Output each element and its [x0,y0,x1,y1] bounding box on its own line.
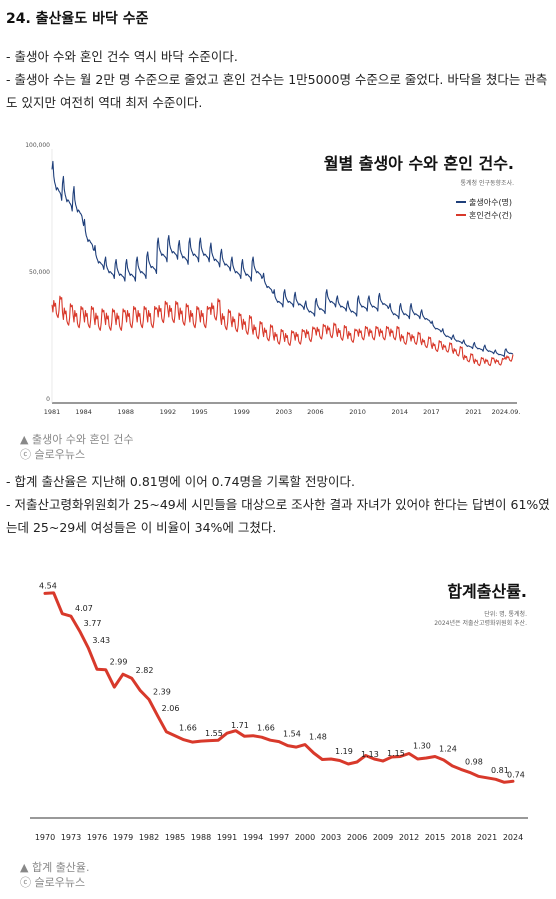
data-label: 0.98 [465,757,483,766]
x-tick-label: 1992 [160,408,177,416]
caption-text: ▲ 합계 출산율. [20,861,90,874]
x-tick-label: 1979 [113,833,133,842]
data-label: 3.43 [92,636,110,645]
x-tick-label: 2003 [276,408,293,416]
chart2-series: 4.54 4.07 3.77 3.43 2.99 2.82 2.39 2.06 1.66 1.55… [39,581,525,784]
x-tick-label: 2017 [423,408,440,416]
data-label: 1.66 [179,724,197,733]
data-label: 1.48 [309,733,327,742]
bullet-list-1: - 출생아 수와 혼인 건수 역시 바닥 수준이다. - 출생아 수는 월 2만… [6,45,550,114]
x-tick-label: 2012 [399,833,419,842]
legend-label-births: 출생아수(명) [469,197,512,207]
x-tick-label: 2006 [347,833,367,842]
data-label: 2.06 [162,704,180,713]
x-tick-label: 1988 [191,833,211,842]
monthly-births-marriages-chart: 100,000 50,000 0 1981 1984 1988 1992 1995 1999 20… [25,142,520,416]
bullet-item: - 저출산고령화위원회가 25~49세 시민들을 대상으로 조사한 결과 자녀가… [6,497,550,535]
bullet-list-2: - 합계 출산율은 지난해 0.81명에 이어 0.74명을 기록할 전망이다.… [6,470,550,539]
x-tick-label: 2021 [477,833,497,842]
caption-1: ▲ 출생아 수와 혼인 건수 ⓒ 슬로우뉴스 [20,432,134,462]
data-label: 3.77 [84,619,102,628]
legend-label-marriages: 혼인건수(건) [469,210,512,220]
caption-text: ▲ 출생아 수와 혼인 건수 [20,433,134,446]
x-tick-label: 2015 [425,833,445,842]
x-tick-label: 2014 [391,408,408,416]
data-label: 1.66 [257,724,275,733]
bullet-item: - 합계 출산율은 지난해 0.81명에 이어 0.74명을 기록할 전망이다. [6,474,355,489]
data-label: 4.07 [75,604,93,613]
data-label: 2.39 [153,687,171,696]
chart2-axes: 1970 1973 1976 1979 1982 1985 1988 1991 1994 1997… [30,817,528,842]
data-label: 0.81 [491,766,509,775]
x-tick-label: 1988 [117,408,134,416]
bullet-item: - 출생아 수와 혼인 건수 역시 바닥 수준이다. [6,49,238,64]
data-label: 1.30 [413,742,431,751]
x-tick-label: 2024 [503,833,523,842]
x-tick-label: 1970 [35,833,55,842]
caption-credit: ⓒ 슬로우뉴스 [20,876,86,889]
x-tick-label: 2000 [295,833,315,842]
x-tick-label: 1984 [75,408,92,416]
x-tick-label: 2018 [451,833,471,842]
data-label: 2.82 [136,666,154,675]
y-tick-label: 50,000 [29,269,50,276]
x-tick-label: 2021 [465,408,482,416]
x-tick-label: 2024.09. [492,408,521,416]
y-tick-label: 0 [46,396,50,403]
chart1-axes: 100,000 50,000 0 1981 1984 1988 1992 1995 1999 20… [25,142,520,416]
chart2-title: 합계출산률. [447,582,527,601]
chart1-legend: 출생아수(명) 혼인건수(건) [456,197,512,220]
data-label: 1.55 [205,729,223,738]
fertility-rate-line [43,591,515,784]
total-fertility-rate-chart: 1970 1973 1976 1979 1982 1985 1988 1991 1994 1997… [30,581,528,842]
x-tick-label: 1985 [165,833,185,842]
data-label: 1.54 [283,730,301,739]
data-label: 2.99 [110,658,128,667]
data-label: 0.74 [507,770,525,779]
x-tick-label: 1982 [139,833,159,842]
data-label: 1.71 [231,721,249,730]
data-label: 1.24 [439,745,457,754]
caption-2: ▲ 합계 출산율. ⓒ 슬로우뉴스 [20,860,90,890]
caption-credit: ⓒ 슬로우뉴스 [20,448,86,461]
x-tick-label: 1991 [217,833,237,842]
marriages-series-line [51,295,514,367]
chart1-series [51,160,514,367]
births-series-line [51,160,514,358]
article-title: 24. 출산율도 바닥 수준 [6,11,149,27]
chart1-subtitle: 통계청 인구동향조사. [461,179,515,187]
x-tick-label: 1995 [191,408,208,416]
x-tick-label: 1976 [87,833,107,842]
x-tick-label: 2010 [349,408,366,416]
bullet-item: - 출생아 수는 월 2만 명 수준으로 줄었고 혼인 건수는 1만5000명 … [6,72,548,110]
x-tick-label: 1997 [269,833,289,842]
x-tick-label: 2009 [373,833,393,842]
x-tick-label: 1981 [44,408,61,416]
x-tick-label: 2003 [321,833,341,842]
data-label: 1.15 [387,749,405,758]
x-tick-label: 1994 [243,833,263,842]
x-tick-label: 2006 [307,408,324,416]
chart1-title: 월별 출생아 수와 혼인 건수. [324,154,514,173]
data-label: 1.13 [361,750,379,759]
chart2-note: 2024년은 저출산고령화위원회 추산. [434,619,527,627]
data-label: 1.19 [335,747,353,756]
data-label: 4.54 [39,581,57,590]
y-tick-label: 100,000 [25,142,50,149]
x-tick-label: 1973 [61,833,81,842]
x-tick-label: 1999 [233,408,250,416]
chart2-subtitle: 단위: 명, 통계청. [484,610,527,618]
